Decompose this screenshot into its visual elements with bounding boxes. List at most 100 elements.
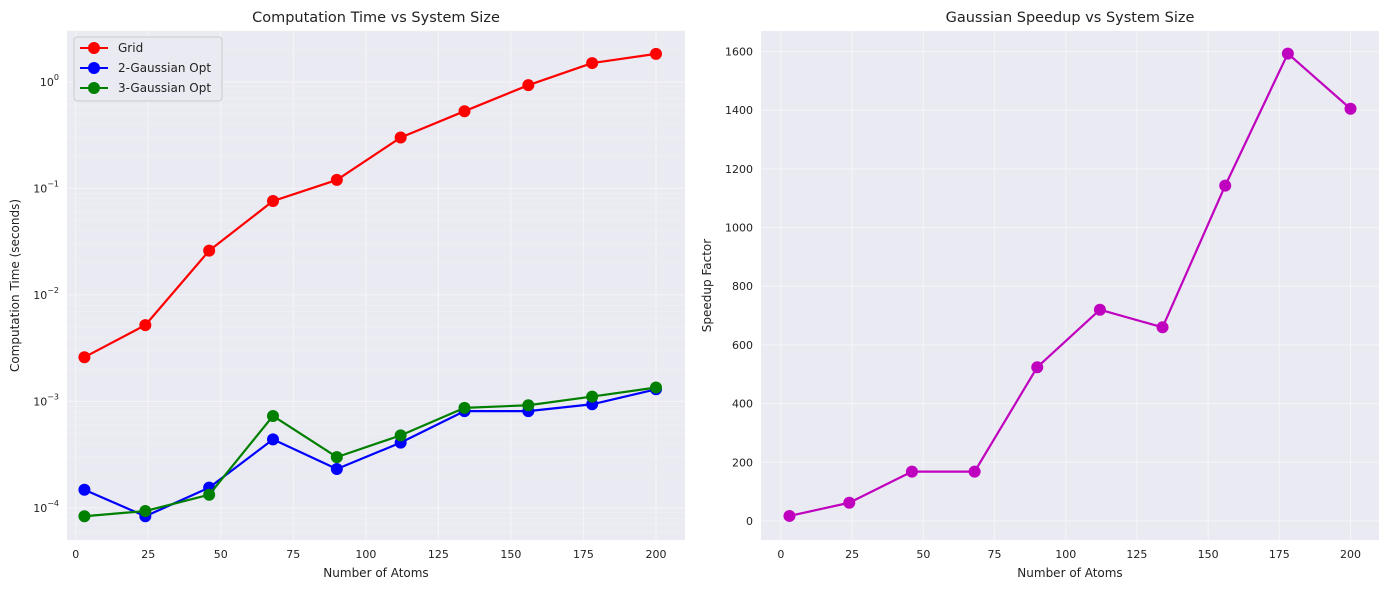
x-tick-label: 175 [1269, 548, 1290, 561]
legend-label-grid: Grid [118, 41, 143, 55]
data-point-3-gaussian-opt [458, 401, 471, 414]
x-tick-label: 125 [1126, 548, 1147, 561]
time-chart-series [78, 47, 662, 523]
data-point-grid [78, 351, 91, 364]
speedup-chart-plot-area [761, 31, 1379, 540]
x-tick-label: 75 [286, 548, 300, 561]
legend-item-grid: Grid [80, 41, 143, 55]
y-tick-base: 10 [33, 182, 47, 195]
y-tick-label: 400 [732, 398, 753, 411]
x-tick-label: 25 [845, 548, 859, 561]
y-tick-exponent: −4 [47, 499, 59, 508]
y-tick-label: 600 [732, 339, 753, 352]
y-tick-base: 10 [40, 76, 54, 89]
data-point-3-gaussian-opt [267, 409, 279, 422]
data-point-grid [522, 79, 535, 92]
data-point-speedup [1156, 321, 1169, 334]
y-tick-label: 1200 [725, 163, 753, 176]
data-point-grid [203, 244, 216, 257]
data-point-2-gaussian-opt [78, 483, 91, 496]
series-line-speedup [789, 52, 1352, 518]
data-point-grid [458, 105, 471, 118]
data-point-grid [330, 173, 343, 186]
x-tick-label: 100 [355, 548, 376, 561]
data-point-grid [267, 195, 279, 208]
data-point-3-gaussian-opt [78, 510, 91, 523]
time-chart-plot-area [67, 31, 685, 540]
data-point-grid [394, 131, 407, 144]
y-tick-label: 1600 [725, 46, 753, 59]
y-tick-label: 10−3 [33, 392, 59, 408]
data-point-speedup [1219, 179, 1232, 192]
x-tick-label: 150 [500, 548, 521, 561]
speedup-chart-series [783, 47, 1357, 522]
data-point-speedup [1344, 102, 1357, 115]
speedup-chart-title: Gaussian Speedup vs System Size [946, 10, 1195, 26]
x-tick-label: 100 [1055, 548, 1076, 561]
series-line-grid [83, 52, 657, 359]
time-chart: 0 25 50 75 100 125 150 175 200 10−410−310−210−11… [8, 10, 685, 580]
data-point-grid [586, 57, 599, 70]
series-grid [78, 47, 662, 364]
y-tick-base: 10 [33, 395, 47, 408]
data-point-speedup [1281, 47, 1294, 60]
y-tick-exponent: 0 [54, 73, 59, 82]
x-tick-label: 0 [72, 548, 79, 561]
x-tick-label: 200 [1340, 548, 1361, 561]
data-point-3-gaussian-opt [394, 429, 407, 442]
x-tick-label: 50 [916, 548, 930, 561]
x-tick-label: 150 [1198, 548, 1219, 561]
legend-marker-grid [88, 42, 100, 54]
data-point-speedup [843, 496, 856, 509]
data-point-speedup [968, 465, 981, 478]
speedup-chart-x-ticks: 0 25 50 75 100 125 150 175 200 [777, 548, 1361, 561]
time-chart-grid [67, 30, 685, 541]
time-chart-y-label: Computation Time (seconds) [8, 199, 22, 372]
x-tick-label: 175 [573, 548, 594, 561]
y-tick-exponent: −2 [47, 286, 59, 295]
y-tick-label: 1400 [725, 104, 753, 117]
legend-marker-3-gaussian [88, 82, 100, 94]
y-tick-exponent: −3 [47, 392, 59, 401]
legend-item-2-gaussian: 2-Gaussian Opt [80, 61, 211, 75]
x-tick-label: 200 [645, 548, 666, 561]
data-point-3-gaussian-opt [139, 505, 152, 518]
y-tick-base: 10 [33, 289, 47, 302]
speedup-chart: 0 25 50 75 100 125 150 175 200 0 200 400 600 800 1000… [700, 10, 1379, 580]
data-point-2-gaussian-opt [330, 462, 343, 475]
data-point-3-gaussian-opt [586, 390, 599, 403]
series-line-3-gaussian-opt [84, 386, 657, 518]
speedup-chart-y-label: Speedup Factor [700, 239, 714, 332]
x-tick-label: 25 [141, 548, 155, 561]
data-point-speedup [783, 509, 796, 522]
y-tick-label: 10−1 [33, 179, 59, 195]
data-point-speedup [1093, 303, 1106, 316]
legend-item-3-gaussian: 3-Gaussian Opt [80, 81, 211, 95]
x-tick-label: 125 [428, 548, 449, 561]
x-tick-label: 75 [988, 548, 1002, 561]
speedup-chart-grid [761, 31, 1379, 540]
data-point-speedup [905, 465, 918, 478]
legend: Grid 2-Gaussian Opt 3-Gaussian Opt [73, 36, 223, 102]
data-point-3-gaussian-opt [522, 399, 535, 412]
speedup-chart-x-label: Number of Atoms [1017, 566, 1122, 580]
y-tick-base: 10 [33, 502, 47, 515]
y-tick-label: 100 [40, 73, 59, 89]
data-point-grid [649, 47, 662, 60]
data-point-3-gaussian-opt [203, 488, 216, 501]
data-point-2-gaussian-opt [267, 433, 279, 446]
legend-label-3-gaussian: 3-Gaussian Opt [118, 81, 211, 95]
y-tick-label: 0 [746, 515, 753, 528]
y-tick-label: 1000 [725, 222, 753, 235]
legend-label-2-gaussian: 2-Gaussian Opt [118, 61, 211, 75]
legend-marker-2-gaussian [88, 62, 100, 74]
time-chart-x-label: Number of Atoms [323, 566, 428, 580]
data-point-grid [139, 319, 152, 332]
y-tick-label: 10−4 [33, 499, 59, 515]
data-point-speedup [1031, 361, 1044, 374]
speedup-chart-y-ticks: 0 200 400 600 800 1000 1200 1400 1600 [725, 46, 753, 528]
data-point-3-gaussian-opt [649, 381, 662, 394]
y-tick-label: 200 [732, 456, 753, 469]
